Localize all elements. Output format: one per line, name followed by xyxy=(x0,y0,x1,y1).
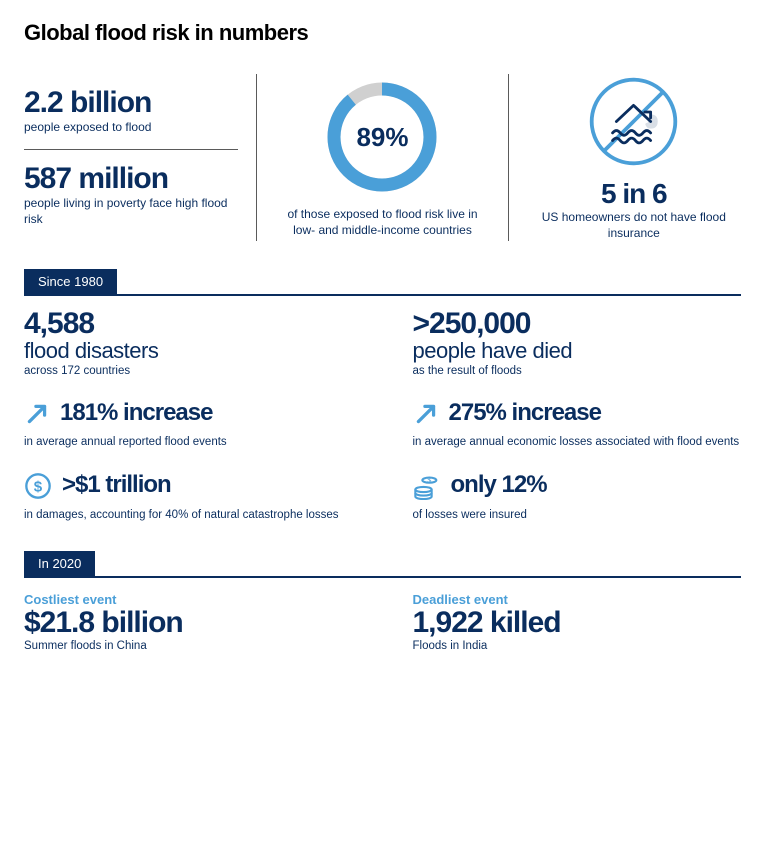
accent-label: Deadliest event xyxy=(413,592,742,607)
stat-line2: people have died xyxy=(413,339,742,362)
stat-line2: flood disasters xyxy=(24,339,353,362)
stat-headline: >$1 trillion xyxy=(62,474,171,497)
tag-in-2020: In 2020 xyxy=(24,551,95,576)
svg-text:$: $ xyxy=(34,478,43,495)
stat-sub: people living in poverty face high flood… xyxy=(24,196,238,227)
in-2020-header: In 2020 xyxy=(24,551,741,578)
stat-small: Summer floods in China xyxy=(24,639,353,654)
stat-headline: >250,000 xyxy=(413,310,742,339)
stat-small: Floods in India xyxy=(413,639,742,654)
stat-headline: 4,588 xyxy=(24,310,353,339)
arrow-up-icon xyxy=(24,401,50,427)
stat-headline: 1,922 killed xyxy=(413,609,742,638)
stat-headline: $21.8 billion xyxy=(24,609,353,638)
page-title: Global flood risk in numbers xyxy=(24,20,741,46)
stat-losses-increase: 275% increase in average annual economic… xyxy=(413,401,742,450)
stat-costliest: Costliest event $21.8 billion Summer flo… xyxy=(24,592,353,654)
in-2020-grid: Costliest event $21.8 billion Summer flo… xyxy=(24,592,741,654)
stat-sub: US homeowners do not have flood insuranc… xyxy=(527,210,741,241)
stat-small: in average annual reported flood events xyxy=(24,435,353,450)
stat-headline: only 12% xyxy=(451,474,547,497)
donut-sub: of those exposed to flood risk live in l… xyxy=(275,207,489,238)
accent-label: Costliest event xyxy=(24,592,353,607)
stat-disasters: 4,588 flood disasters across 172 countri… xyxy=(24,310,353,379)
tag-since-1980: Since 1980 xyxy=(24,269,117,294)
no-insurance-icon xyxy=(586,74,681,174)
stat-headline: 181% increase xyxy=(60,402,212,425)
arrow-up-icon xyxy=(413,401,439,427)
top-col-insurance: 5 in 6 US homeowners do not have flood i… xyxy=(509,74,741,241)
stat-value: 587 million xyxy=(24,164,238,194)
stat-small: across 172 countries xyxy=(24,364,353,379)
dollar-circle-icon: $ xyxy=(24,472,52,500)
stat-deaths: >250,000 people have died as the result … xyxy=(413,310,742,379)
stat-small: of losses were insured xyxy=(413,508,742,523)
top-col-left: 2.2 billion people exposed to flood 587 … xyxy=(24,74,257,241)
stat-damages: $ >$1 trillion in damages, accounting fo… xyxy=(24,472,353,523)
stat-headline: 275% increase xyxy=(449,402,601,425)
since-1980-grid: 4,588 flood disasters across 172 countri… xyxy=(24,310,741,522)
stat-deadliest: Deadliest event 1,922 killed Floods in I… xyxy=(413,592,742,654)
donut-percent-label: 89% xyxy=(322,77,442,197)
stat-poverty: 587 million people living in poverty fac… xyxy=(24,164,238,227)
stat-small: as the result of floods xyxy=(413,364,742,379)
stat-sub: people exposed to flood xyxy=(24,120,238,136)
since-1980-header: Since 1980 xyxy=(24,269,741,296)
stat-small: in damages, accounting for 40% of natura… xyxy=(24,508,353,523)
stat-value: 5 in 6 xyxy=(601,180,667,208)
donut-chart: 89% xyxy=(322,77,442,197)
top-stats-row: 2.2 billion people exposed to flood 587 … xyxy=(24,74,741,241)
stat-value: 2.2 billion xyxy=(24,88,238,118)
stat-insured: $ only 12% of losses were insured xyxy=(413,472,742,523)
svg-text:$: $ xyxy=(427,477,431,484)
stat-exposed: 2.2 billion people exposed to flood xyxy=(24,88,238,136)
top-col-donut: 89% of those exposed to flood risk live … xyxy=(257,74,508,241)
stat-events-increase: 181% increase in average annual reported… xyxy=(24,401,353,450)
divider xyxy=(24,149,238,150)
stat-small: in average annual economic losses associ… xyxy=(413,435,742,450)
coins-icon: $ xyxy=(413,472,441,500)
